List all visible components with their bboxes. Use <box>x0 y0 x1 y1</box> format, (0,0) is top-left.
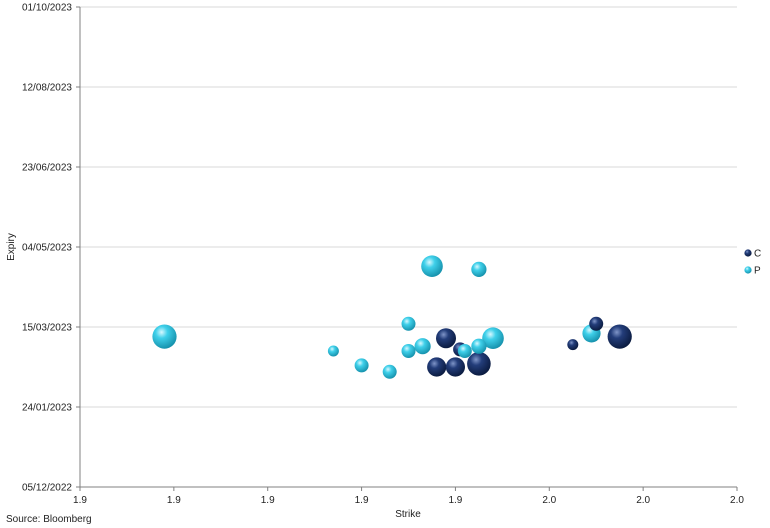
bubble-C <box>589 316 604 331</box>
bubble-P <box>401 316 416 331</box>
bubble-C <box>607 324 632 349</box>
bubble-C <box>436 328 456 349</box>
x-tick-label: 1.9 <box>73 495 87 506</box>
bubble-P <box>327 345 339 357</box>
y-axis-ticks: 01/10/2023 12/08/2023 23/06/2023 04/05/2023… <box>22 3 80 494</box>
bubble-C <box>427 357 447 377</box>
x-tick-label: 2.0 <box>636 495 650 506</box>
source-note: Source: Bloomberg <box>6 514 92 525</box>
bubble-C <box>445 357 465 377</box>
x-tick-label: 2.0 <box>730 495 744 506</box>
bubble-P <box>457 344 472 358</box>
legend-marker-C <box>744 249 752 257</box>
bubble-P <box>482 327 504 350</box>
bubble-P <box>471 338 487 354</box>
x-tick-label: 1.9 <box>355 495 369 506</box>
y-tick-label: 04/05/2023 <box>22 243 72 254</box>
gridlines <box>80 6 737 488</box>
legend-marker-P <box>744 266 752 274</box>
y-axis-title: Expiry <box>6 233 17 261</box>
bubble-P <box>471 261 487 277</box>
x-axis-title: Strike <box>395 509 421 520</box>
legend: CP <box>744 249 761 277</box>
legend-label-P: P <box>754 266 761 277</box>
x-tick-label: 1.9 <box>448 495 462 506</box>
bubble-C <box>467 352 491 376</box>
bubbles <box>152 255 632 379</box>
y-tick-label: 01/10/2023 <box>22 3 72 14</box>
bubble-P <box>414 338 431 355</box>
bubble-P <box>152 324 177 349</box>
y-tick-label: 23/06/2023 <box>22 163 72 174</box>
bubble-P <box>354 358 369 373</box>
legend-label-C: C <box>754 249 761 260</box>
y-tick-label: 24/01/2023 <box>22 403 72 414</box>
y-tick-label: 05/12/2022 <box>22 483 72 494</box>
bubble-P <box>401 344 416 358</box>
y-tick-label: 12/08/2023 <box>22 83 72 94</box>
y-tick-label: 15/03/2023 <box>22 323 72 334</box>
bubble-C <box>567 339 579 351</box>
x-axis-ticks: 1.9 1.9 1.9 1.9 1.9 2.0 2.0 2.0 <box>73 487 744 506</box>
x-tick-label: 1.9 <box>167 495 181 506</box>
bubble-P <box>382 364 397 379</box>
x-tick-label: 1.9 <box>261 495 275 506</box>
x-tick-label: 2.0 <box>542 495 556 506</box>
bubble-P <box>421 255 443 277</box>
